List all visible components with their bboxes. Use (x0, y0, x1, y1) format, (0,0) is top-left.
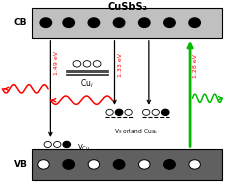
Text: VB: VB (14, 160, 27, 169)
Circle shape (113, 160, 125, 169)
Text: 1.49 eV: 1.49 eV (54, 51, 59, 75)
Circle shape (115, 109, 123, 115)
Text: 1.28 eV: 1.28 eV (193, 54, 198, 78)
Circle shape (40, 18, 52, 27)
Circle shape (88, 18, 100, 27)
Bar (32, 149, 222, 180)
Circle shape (189, 160, 200, 169)
Circle shape (125, 109, 132, 115)
Text: CB: CB (14, 18, 27, 27)
Circle shape (189, 18, 200, 27)
Circle shape (93, 61, 101, 67)
Circle shape (83, 61, 91, 67)
Circle shape (164, 18, 175, 27)
Text: V$_S$ orland Cu$_{Sb}$: V$_S$ orland Cu$_{Sb}$ (114, 128, 158, 136)
Circle shape (142, 109, 150, 115)
Circle shape (54, 141, 61, 147)
Circle shape (152, 109, 159, 115)
Circle shape (63, 18, 74, 27)
Circle shape (106, 109, 113, 115)
Circle shape (44, 141, 51, 147)
Circle shape (38, 160, 49, 169)
Text: V$_{Cu}$: V$_{Cu}$ (77, 142, 90, 153)
Circle shape (88, 160, 100, 169)
Bar (32, 8, 222, 38)
Circle shape (73, 61, 81, 67)
Circle shape (139, 18, 150, 27)
Text: Cu$_i$: Cu$_i$ (80, 77, 94, 90)
Circle shape (63, 160, 74, 169)
Circle shape (164, 160, 175, 169)
Circle shape (139, 160, 150, 169)
Circle shape (63, 141, 71, 147)
Circle shape (162, 109, 169, 115)
Circle shape (113, 18, 125, 27)
Text: CuSbS₂: CuSbS₂ (107, 2, 147, 12)
Text: 1.33 eV: 1.33 eV (118, 53, 123, 77)
